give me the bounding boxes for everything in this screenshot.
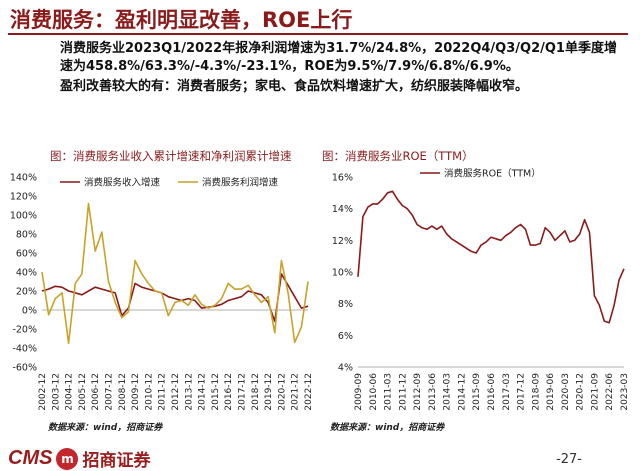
growth-x-tick-label: 2022-12 xyxy=(304,373,314,411)
roe-y-tick-label: 8% xyxy=(338,299,353,310)
growth-legend-label: 消费服务收入增速 xyxy=(84,177,161,189)
roe-x-tick-label: 2020-12 xyxy=(576,373,586,411)
growth-x-tick-label: 2010-12 xyxy=(144,373,154,411)
roe-legend-label: 消费服务ROE（TTM） xyxy=(444,168,541,180)
summary-paragraph-1: 消费服务业2023Q1/2022年报净利润增速为31.7%/24.8%，2022… xyxy=(60,41,617,74)
growth-y-tick-label: -60% xyxy=(12,363,37,374)
growth-y-tick-label: 20% xyxy=(16,287,37,298)
growth-x-tick-label: 2015-12 xyxy=(211,373,221,411)
roe-y-tick-label: 10% xyxy=(332,268,353,279)
growth-y-tick-label: 120% xyxy=(10,192,37,203)
roe-x-tick-label: 2016-06 xyxy=(487,373,497,411)
roe-series-line-1 xyxy=(357,190,625,324)
growth-x-tick-label: 2007-12 xyxy=(105,373,115,411)
growth-series-line-2 xyxy=(41,202,309,345)
growth-y-tick-label: -40% xyxy=(12,344,37,355)
growth-legend-label: 消费服务利润增速 xyxy=(202,177,279,189)
roe-x-tick-label: 2014-12 xyxy=(457,373,467,411)
roe-x-tick-label: 2009-09 xyxy=(354,373,364,411)
growth-line-chart: 140%120%100%80%60%40%20%0%-20%-40%-60%20… xyxy=(10,173,314,411)
growth-y-tick-label: 40% xyxy=(16,268,37,279)
roe-y-tick-label: 6% xyxy=(338,331,353,342)
growth-x-tick-label: 2008-12 xyxy=(118,373,128,411)
growth-y-tick-label: 140% xyxy=(10,173,37,184)
growth-x-tick-label: 2002-12 xyxy=(38,373,48,411)
growth-x-tick-label: 2016-12 xyxy=(224,373,234,411)
logo-mark-icon: m xyxy=(56,447,79,470)
growth-y-tick-label: 100% xyxy=(10,211,37,222)
page-title: 消费服务：盈利明显改善，ROE上行 xyxy=(10,8,353,32)
roe-y-tick-label: 16% xyxy=(332,173,353,184)
title-divider xyxy=(8,33,628,35)
roe-x-tick-label: 2011-03 xyxy=(384,373,394,411)
summary-block: 消费服务业2023Q1/2022年报净利润增速为31.7%/24.8%，2022… xyxy=(60,40,625,96)
roe-x-tick-label: 2017-12 xyxy=(517,373,527,411)
growth-x-tick-label: 2012-12 xyxy=(171,373,181,411)
growth-x-tick-label: 2017-12 xyxy=(238,373,248,411)
roe-x-tick-label: 2023-03 xyxy=(620,373,630,411)
roe-x-tick-label: 2022-06 xyxy=(605,373,615,411)
growth-x-tick-label: 2011-12 xyxy=(158,373,168,411)
chart-right-title: 图：消费服务业ROE（TTM） xyxy=(322,149,474,163)
roe-y-tick-label: 14% xyxy=(332,204,353,215)
roe-x-tick-label: 2013-06 xyxy=(428,373,438,411)
growth-series-line-1 xyxy=(41,273,309,323)
roe-x-tick-label: 2014-03 xyxy=(443,373,453,411)
roe-y-tick-label: 12% xyxy=(332,236,353,247)
roe-line-chart: 16% 14% 12% 10% 8% 6% 4%2009-09 2010-06 2011-03 2… xyxy=(332,168,630,411)
growth-x-tick-label: 2014-12 xyxy=(198,373,208,411)
roe-x-tick-label: 2010-06 xyxy=(369,373,379,411)
logo-text-cn: 招商证券 xyxy=(82,451,151,471)
page-number: -27- xyxy=(556,452,582,467)
roe-x-tick-label: 2015-09 xyxy=(472,373,482,411)
growth-x-tick-label: 2003-12 xyxy=(51,373,61,411)
roe-x-tick-label: 2017-03 xyxy=(502,373,512,411)
growth-x-tick-label: 2004-12 xyxy=(65,373,75,411)
growth-x-tick-label: 2021-12 xyxy=(291,373,301,411)
roe-x-tick-label: 2020-03 xyxy=(561,373,571,411)
chart-left-title: 图：消费服务业收入累计增速和净利润累计增速 xyxy=(50,149,292,163)
growth-x-tick-label: 2009-12 xyxy=(131,373,141,411)
brand-logo: CMS m 招商证券 xyxy=(8,446,150,471)
growth-y-tick-label: 0% xyxy=(22,306,37,317)
roe-y-tick-label: 4% xyxy=(338,363,353,374)
source-note-right: 数据来源：wind，招商证券 xyxy=(330,423,445,433)
roe-x-tick-label: 2021-09 xyxy=(590,373,600,411)
growth-x-tick-label: 2019-12 xyxy=(264,373,274,411)
logo-text-en: CMS xyxy=(8,447,53,469)
growth-y-tick-label: -20% xyxy=(12,325,37,336)
growth-x-tick-label: 2018-12 xyxy=(251,373,261,411)
summary-paragraph-2: 盈利改善较大的有：消费者服务；家电、食品饮料增速扩大，纺织服装降幅收窄。 xyxy=(60,79,529,94)
roe-x-tick-label: 2012-09 xyxy=(413,373,423,411)
growth-x-tick-label: 2005-12 xyxy=(78,373,88,411)
growth-y-tick-label: 60% xyxy=(16,249,37,260)
roe-x-tick-label: 2011-12 xyxy=(398,373,408,411)
growth-x-tick-label: 2006-12 xyxy=(91,373,101,411)
growth-x-tick-label: 2013-12 xyxy=(184,373,194,411)
source-note-left: 数据来源：wind，招商证券 xyxy=(48,423,163,433)
growth-x-tick-label: 2020-12 xyxy=(277,373,287,411)
roe-x-tick-label: 2019-06 xyxy=(546,373,556,411)
growth-y-tick-label: 80% xyxy=(16,230,37,241)
roe-x-tick-label: 2018-09 xyxy=(531,373,541,411)
